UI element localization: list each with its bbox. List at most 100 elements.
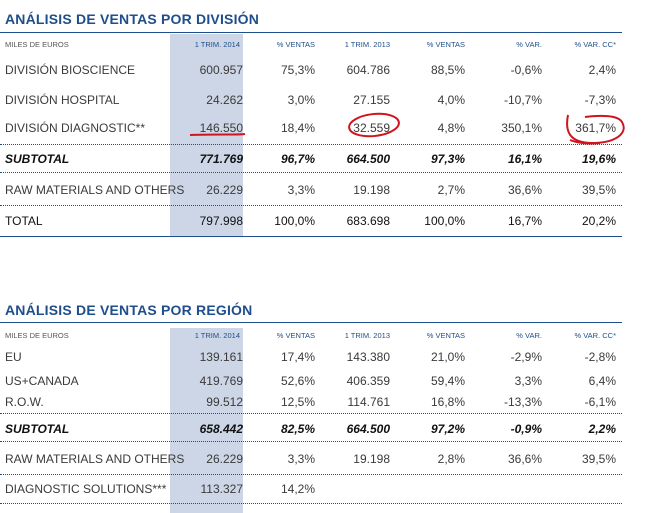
cell: 771.769 bbox=[199, 152, 243, 166]
cell: 26.229 bbox=[206, 183, 243, 197]
cell: 16,8% bbox=[430, 395, 465, 409]
cell: 664.500 bbox=[346, 152, 390, 166]
cell: 350,1% bbox=[501, 121, 542, 135]
header-col: % VAR. CC* bbox=[574, 40, 616, 49]
row-label: DIVISIÓN HOSPITAL bbox=[5, 93, 120, 107]
row-label: SUBTOTAL bbox=[5, 152, 70, 166]
header-col: % VAR. bbox=[516, 331, 542, 340]
cell: 36,6% bbox=[507, 452, 542, 466]
row-label: RAW MATERIALS AND OTHERS bbox=[5, 452, 185, 466]
header-col: % VENTAS bbox=[426, 331, 465, 340]
cell: 16,1% bbox=[507, 152, 542, 166]
cell: 12,5% bbox=[280, 395, 315, 409]
cell: 82,5% bbox=[280, 422, 315, 436]
cell: 99.512 bbox=[206, 395, 243, 409]
header-col: 1 TRIM. 2013 bbox=[344, 331, 390, 340]
row-divider bbox=[0, 503, 622, 504]
cell: 52,6% bbox=[280, 374, 315, 388]
cell: 20,2% bbox=[581, 214, 616, 228]
cell: -0,6% bbox=[510, 63, 542, 77]
cell: -6,1% bbox=[584, 395, 616, 409]
row-label: EU bbox=[5, 350, 22, 364]
row-label: DIAGNOSTIC SOLUTIONS*** bbox=[5, 482, 167, 496]
cell: 17,4% bbox=[280, 350, 315, 364]
cell: 658.442 bbox=[199, 422, 243, 436]
row-label: RAW MATERIALS AND OTHERS bbox=[5, 183, 185, 197]
row-label: DIVISIÓN DIAGNOSTIC** bbox=[5, 121, 146, 135]
cell: 664.500 bbox=[346, 422, 390, 436]
cell: 19.198 bbox=[353, 183, 390, 197]
header-col: % VENTAS bbox=[426, 40, 465, 49]
cell: 39,5% bbox=[581, 183, 616, 197]
cell: 3,3% bbox=[514, 374, 542, 388]
cell: 21,0% bbox=[430, 350, 465, 364]
title-rule bbox=[0, 322, 622, 323]
cell: 19.198 bbox=[353, 452, 390, 466]
row-divider bbox=[0, 413, 622, 414]
cell: 97,3% bbox=[430, 152, 465, 166]
cell: 600.957 bbox=[199, 63, 243, 77]
cell: 2,8% bbox=[437, 452, 465, 466]
row-label: TOTAL bbox=[5, 214, 43, 228]
cell: 683.698 bbox=[346, 214, 390, 228]
header-col: 1 TRIM. 2014 bbox=[194, 40, 240, 49]
cell: 59,4% bbox=[430, 374, 465, 388]
cell: -7,3% bbox=[584, 93, 616, 107]
cell: 27.155 bbox=[353, 93, 390, 107]
cell: 32.559 bbox=[353, 121, 390, 135]
row-divider bbox=[0, 144, 622, 145]
cell: 36,6% bbox=[507, 183, 542, 197]
cell: 139.161 bbox=[199, 350, 243, 364]
cell: -2,9% bbox=[510, 350, 542, 364]
header-col: % VAR. bbox=[516, 40, 542, 49]
cell: 797.998 bbox=[199, 214, 243, 228]
cell: 39,5% bbox=[581, 452, 616, 466]
row-divider bbox=[0, 441, 622, 442]
cell: 18,4% bbox=[280, 121, 315, 135]
cell: 100,0% bbox=[274, 214, 315, 228]
title-rule bbox=[0, 32, 622, 33]
cell: 4,8% bbox=[437, 121, 465, 135]
cell: 2,2% bbox=[588, 422, 616, 436]
cell: 143.380 bbox=[346, 350, 390, 364]
header-col: 1 TRIM. 2013 bbox=[344, 40, 390, 49]
row-divider bbox=[0, 172, 622, 173]
cell: 406.359 bbox=[346, 374, 390, 388]
cell: -0,9% bbox=[510, 422, 542, 436]
cell: -13,3% bbox=[503, 395, 542, 409]
section-title-division: ANÁLISIS DE VENTAS POR DIVISIÓN bbox=[5, 11, 260, 27]
cell: 2,7% bbox=[437, 183, 465, 197]
row-divider bbox=[0, 474, 622, 475]
header-label: MILES DE EUROS bbox=[5, 40, 69, 49]
cell: 2,4% bbox=[588, 63, 616, 77]
cell: 604.786 bbox=[346, 63, 390, 77]
highlight-column-2014 bbox=[170, 328, 243, 513]
row-label: SUBTOTAL bbox=[5, 422, 70, 436]
cell: 100,0% bbox=[424, 214, 465, 228]
cell: 3,3% bbox=[287, 183, 315, 197]
cell: 6,4% bbox=[588, 374, 616, 388]
header-col: % VAR. CC* bbox=[574, 331, 616, 340]
cell: 4,0% bbox=[437, 93, 465, 107]
header-label: MILES DE EUROS bbox=[5, 331, 69, 340]
table-bottom-rule bbox=[0, 236, 622, 237]
section-title-region: ANÁLISIS DE VENTAS POR REGIÓN bbox=[5, 302, 253, 318]
cell: 3,3% bbox=[287, 452, 315, 466]
cell: 19,6% bbox=[581, 152, 616, 166]
header-col: 1 TRIM. 2014 bbox=[194, 331, 240, 340]
cell: 75,3% bbox=[280, 63, 315, 77]
cell: 419.769 bbox=[199, 374, 243, 388]
cell: 88,5% bbox=[430, 63, 465, 77]
cell: 14,2% bbox=[280, 482, 315, 496]
cell: 361,7% bbox=[575, 121, 616, 135]
cell: 16,7% bbox=[507, 214, 542, 228]
cell: 26.229 bbox=[206, 452, 243, 466]
cell: 97,2% bbox=[430, 422, 465, 436]
cell: -10,7% bbox=[503, 93, 542, 107]
cell: 113.327 bbox=[200, 482, 244, 496]
cell: 24.262 bbox=[206, 93, 243, 107]
row-label: R.O.W. bbox=[5, 395, 44, 409]
cell: 114.761 bbox=[347, 395, 391, 409]
cell: -2,8% bbox=[584, 350, 616, 364]
cell: 96,7% bbox=[280, 152, 315, 166]
